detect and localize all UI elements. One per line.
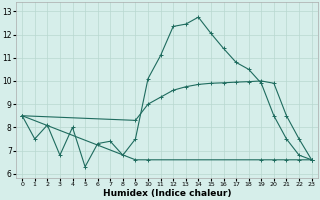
X-axis label: Humidex (Indice chaleur): Humidex (Indice chaleur) [103,189,231,198]
